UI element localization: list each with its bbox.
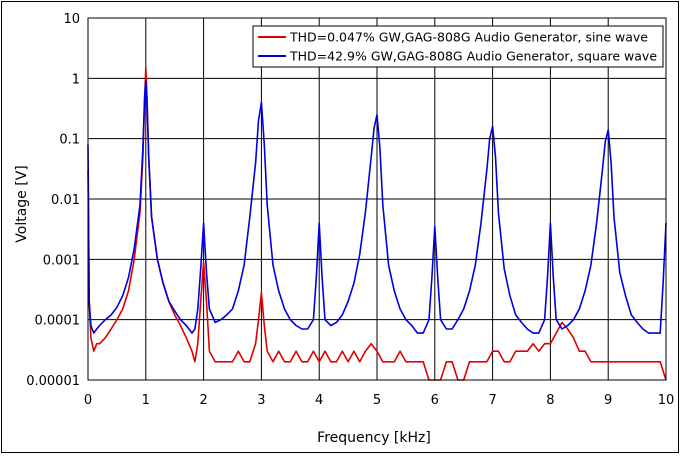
y-tick-label: 10 [63,12,80,27]
legend-label-sine: THD=0.047% GW,GAG-808G Audio Generator, … [289,30,648,45]
x-tick-label: 7 [488,393,496,408]
x-tick-label: 6 [431,393,439,408]
plot-border [87,17,667,381]
y-tick-label: 0.001 [43,253,80,268]
y-tick-label: 0.00001 [26,374,80,389]
x-tick-label: 9 [604,393,612,408]
y-axis-ticks: 0.00001 0.0001 0.001 0.01 0.1 1 10 [26,12,80,389]
legend: THD=0.047% GW,GAG-808G Audio Generator, … [252,25,664,68]
series-line-square [87,80,667,334]
y-axis-label: Voltage [V] [14,165,30,242]
y-tick-label: 1 [72,72,80,87]
grid-lines [87,17,667,381]
x-tick-label: 1 [142,393,150,408]
x-tick-label: 10 [658,393,675,408]
y-tick-label: 0.0001 [35,314,81,329]
legend-box [252,25,664,68]
x-tick-label: 2 [199,393,207,408]
x-tick-label: 0 [84,393,92,408]
x-axis-ticks: 0 1 2 3 4 5 6 7 8 9 10 [84,393,674,408]
legend-label-square: THD=42.9% GW,GAG-808G Audio Generator, s… [289,49,657,64]
series-layer [87,66,667,381]
x-axis-label: Frequency [kHz] [317,430,431,446]
x-tick-label: 3 [257,393,265,408]
x-tick-label: 5 [373,393,381,408]
y-tick-label: 0.1 [59,133,80,148]
x-tick-label: 8 [546,393,554,408]
y-tick-label: 0.01 [51,193,80,208]
x-tick-label: 4 [315,393,323,408]
